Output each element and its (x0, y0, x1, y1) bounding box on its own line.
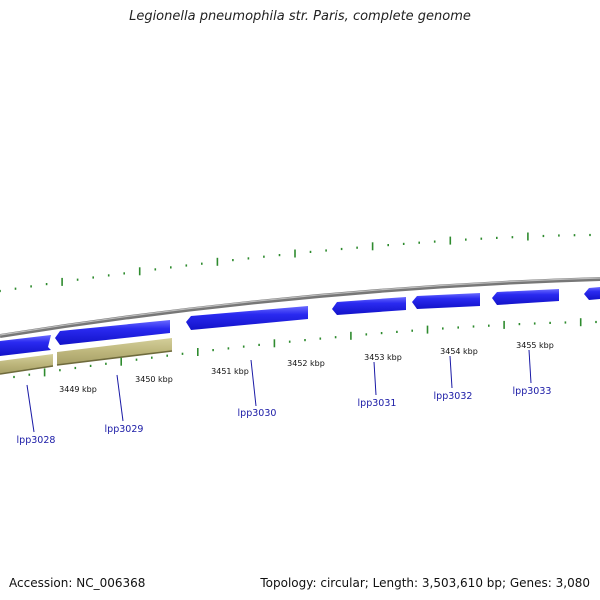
gene-label-lpp3029[interactable]: lpp3029 (105, 424, 144, 435)
callout-line (26, 384, 35, 433)
cds-shadow (56, 350, 173, 366)
genome-backbone (0, 277, 600, 338)
map-title: Legionella pneumophila str. Paris, compl… (129, 9, 471, 24)
kbp-label: 3452 kbp (287, 359, 325, 368)
kbp-label: 3455 kbp (516, 341, 554, 350)
outer-tick-ring (0, 232, 591, 293)
kbp-label: 3450 kbp (135, 375, 173, 384)
gene-label-lpp3031[interactable]: lpp3031 (358, 398, 397, 409)
accession-label: Accession: NC_006368 (9, 576, 146, 590)
callout-line (528, 349, 532, 384)
kbp-label: 3451 kbp (211, 367, 249, 376)
cds-feature[interactable] (0, 354, 53, 374)
gene-callouts (26, 349, 532, 433)
cds-shadow (0, 365, 54, 375)
callout-line (373, 361, 377, 396)
gene-label-lpp3030[interactable]: lpp3030 (238, 408, 277, 419)
gene-label-lpp3032[interactable]: lpp3032 (434, 391, 473, 402)
kbp-label: 3449 kbp (59, 385, 97, 394)
kbp-label: 3453 kbp (364, 353, 402, 362)
gene-labels: lpp3028 lpp3029 lpp3030 lpp3031 lpp3032 … (17, 386, 552, 446)
cds-feature[interactable] (57, 338, 172, 365)
callout-line (250, 359, 257, 407)
gene-label-lpp3033[interactable]: lpp3033 (513, 386, 552, 397)
reverse-strand-cds (0, 338, 173, 375)
cds-feature[interactable] (412, 293, 480, 309)
cds-feature[interactable] (332, 297, 406, 315)
cds-feature[interactable] (55, 320, 170, 345)
scale-labels: 3449 kbp 3450 kbp 3451 kbp 3452 kbp 3453… (59, 341, 554, 394)
cds-feature[interactable] (492, 289, 559, 305)
topology-summary: Topology: circular; Length: 3,503,610 bp… (260, 576, 590, 590)
cds-feature[interactable] (0, 335, 51, 356)
cds-feature[interactable] (186, 306, 308, 330)
callout-line (116, 374, 124, 422)
cds-feature[interactable] (584, 287, 600, 300)
genome-backbone-highlight (0, 277, 600, 336)
inner-tick-ring (13, 318, 597, 379)
forward-strand-cds (0, 287, 600, 356)
gene-label-lpp3028[interactable]: lpp3028 (17, 435, 56, 446)
callout-line (449, 355, 453, 389)
kbp-label: 3454 kbp (440, 347, 478, 356)
